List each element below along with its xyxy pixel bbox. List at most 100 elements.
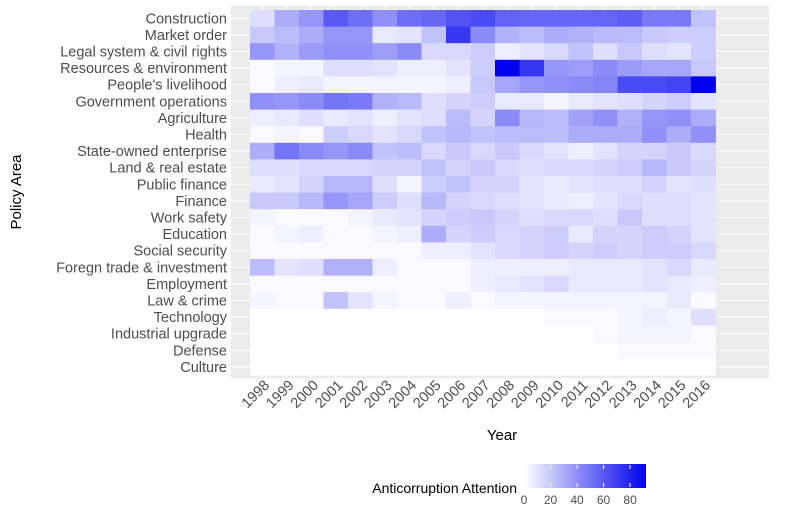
heatmap-cell: [593, 308, 618, 326]
heatmap-cell: [421, 26, 447, 44]
heatmap-cell: [691, 159, 716, 177]
y-tick-label: Public finance: [137, 177, 227, 193]
heatmap-cell: [250, 176, 275, 193]
y-tick-label: Resources & environment: [60, 61, 227, 77]
heatmap-cell: [421, 325, 447, 343]
heatmap-cell: [446, 342, 471, 359]
heatmap-cell: [323, 159, 349, 177]
heatmap-cell: [691, 358, 716, 376]
heatmap-cell: [323, 192, 349, 210]
heatmap-cell: [666, 342, 692, 359]
heatmap-cell: [519, 325, 545, 343]
heatmap-cell: [299, 59, 324, 77]
heatmap-cell: [446, 93, 471, 110]
heatmap-cell: [642, 126, 667, 144]
heatmap-cell: [421, 259, 447, 276]
heatmap-cell: [666, 176, 692, 193]
heatmap-cell: [250, 126, 275, 144]
heatmap-cell: [617, 308, 643, 326]
heatmap-cell: [421, 59, 447, 77]
heatmap-cells: [250, 10, 716, 376]
heatmap-cell: [299, 76, 324, 94]
y-tick-label: Technology: [154, 310, 228, 326]
heatmap-cell: [470, 43, 496, 61]
heatmap-cell: [323, 93, 349, 110]
heatmap-cell: [642, 242, 667, 260]
heatmap-cell: [593, 10, 618, 27]
heatmap-cell: [274, 43, 300, 61]
heatmap-cell: [544, 242, 569, 260]
heatmap-cell: [446, 59, 471, 77]
heatmap-cell: [397, 242, 422, 260]
heatmap-cell: [372, 225, 398, 243]
heatmap-cell: [593, 109, 618, 127]
heatmap-cell: [250, 259, 275, 276]
heatmap-cell: [299, 259, 324, 276]
heatmap-cell: [593, 59, 618, 77]
heatmap-cell: [666, 358, 692, 376]
heatmap-cell: [642, 93, 667, 110]
heatmap-cell: [642, 308, 667, 326]
heatmap-cell: [250, 275, 275, 293]
heatmap-cell: [348, 93, 373, 110]
heatmap-cell: [642, 259, 667, 276]
heatmap-cell: [446, 126, 471, 144]
heatmap-cell: [617, 358, 643, 376]
heatmap-cell: [691, 43, 716, 61]
heatmap-cell: [470, 59, 496, 77]
heatmap-cell: [617, 292, 643, 310]
heatmap-cell: [544, 76, 569, 94]
heatmap-cell: [348, 142, 373, 160]
heatmap-cell: [397, 292, 422, 310]
heatmap-cell: [299, 242, 324, 260]
heatmap-cell: [593, 159, 618, 177]
heatmap-cell: [568, 109, 594, 127]
heatmap-cell: [274, 242, 300, 260]
heatmap-cell: [421, 275, 447, 293]
heatmap-cell: [299, 292, 324, 310]
heatmap-cell: [372, 59, 398, 77]
y-tick-label: Market order: [145, 28, 227, 44]
heatmap-cell: [323, 259, 349, 276]
heatmap-cell: [568, 142, 594, 160]
heatmap-cell: [519, 76, 545, 94]
legend-colorbar: [524, 464, 646, 488]
heatmap-cell: [568, 325, 594, 343]
heatmap-cell: [544, 308, 569, 326]
heatmap-cell: [250, 325, 275, 343]
heatmap-cell: [470, 275, 496, 293]
heatmap-cell: [274, 225, 300, 243]
heatmap-cell: [593, 275, 618, 293]
heatmap-cell: [593, 43, 618, 61]
heatmap-cell: [568, 292, 594, 310]
heatmap-cell: [446, 43, 471, 61]
heatmap-cell: [544, 93, 569, 110]
heatmap-cell: [568, 242, 594, 260]
heatmap-cell: [397, 26, 422, 44]
heatmap-cell: [421, 126, 447, 144]
heatmap-cell: [470, 292, 496, 310]
y-axis-title: Policy Area: [8, 154, 25, 230]
heatmap-cell: [274, 76, 300, 94]
heatmap-cell: [323, 10, 349, 27]
heatmap-cell: [421, 10, 447, 27]
heatmap-cell: [544, 225, 569, 243]
heatmap-cell: [250, 292, 275, 310]
heatmap-cell: [323, 126, 349, 144]
heatmap-cell: [544, 358, 569, 376]
heatmap-cell: [642, 109, 667, 127]
heatmap-cell: [323, 242, 349, 260]
heatmap-cell: [348, 176, 373, 193]
heatmap-cell: [568, 10, 594, 27]
heatmap-cell: [446, 192, 471, 210]
heatmap-cell: [250, 358, 275, 376]
heatmap-cell: [495, 93, 520, 110]
heatmap-cell: [642, 142, 667, 160]
heatmap-cell: [691, 275, 716, 293]
heatmap-cell: [495, 43, 520, 61]
heatmap-cell: [544, 292, 569, 310]
heatmap-cell: [470, 259, 496, 276]
heatmap-cell: [568, 126, 594, 144]
